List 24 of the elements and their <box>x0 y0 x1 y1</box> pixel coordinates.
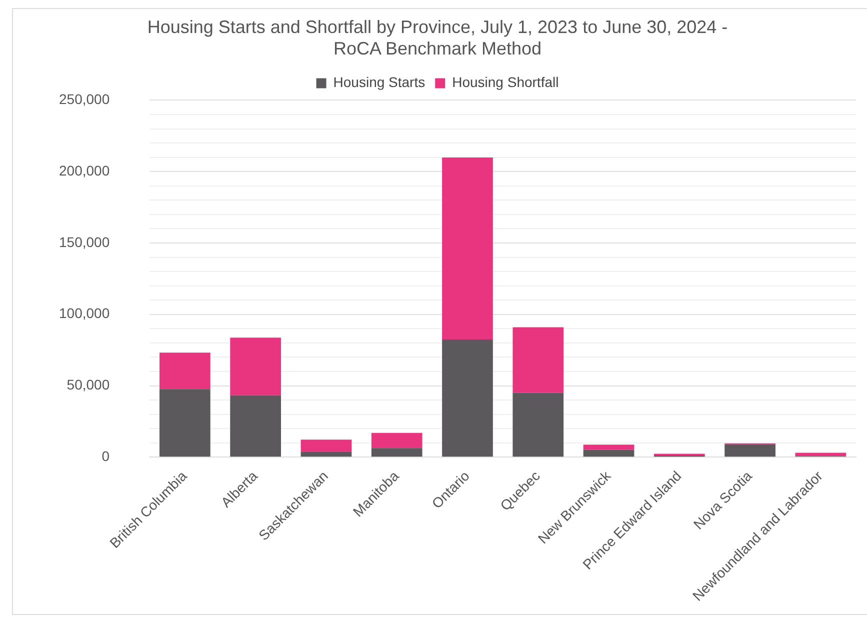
y-tick-label: 0 <box>102 448 110 464</box>
legend-label: Housing Shortfall <box>452 74 559 90</box>
bar <box>230 395 281 457</box>
bar <box>371 448 422 457</box>
bar <box>512 392 564 457</box>
bar <box>230 338 281 396</box>
bar <box>583 450 634 457</box>
chart-title: Housing Starts and Shortfall by Province, July 1, 2023 to June 30, 2024 - RoCA Benchmark Method <box>147 16 728 58</box>
bar <box>442 340 493 457</box>
bar <box>724 444 776 457</box>
bar <box>159 352 210 390</box>
bar <box>512 327 564 393</box>
y-tick-label: 150,000 <box>58 234 110 250</box>
y-tick-label: 200,000 <box>58 162 110 178</box>
bar <box>583 444 634 450</box>
y-tick-label: 100,000 <box>58 305 110 322</box>
y-tick-label: 250,000 <box>58 91 110 108</box>
text: 50,000 <box>66 376 110 393</box>
bar <box>300 440 352 452</box>
bar <box>159 389 210 457</box>
bar <box>371 432 422 448</box>
bar <box>442 157 493 340</box>
bar <box>300 452 352 457</box>
legend-label: Housing Starts <box>333 74 426 90</box>
